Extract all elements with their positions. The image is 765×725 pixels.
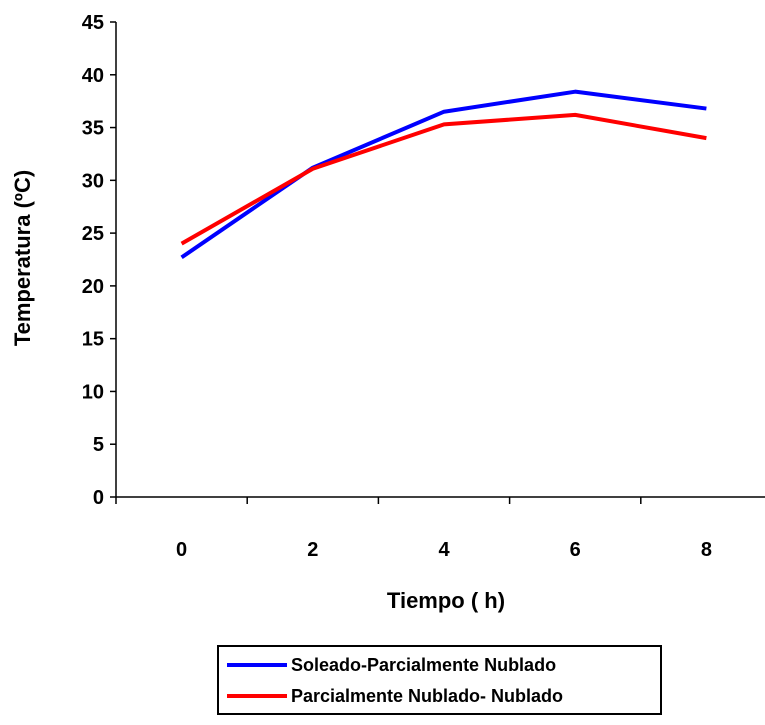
y-tick-label: 25 — [82, 223, 104, 245]
legend-label: Soleado-Parcialmente Nublado — [291, 655, 556, 676]
y-tick-label: 10 — [82, 381, 104, 403]
series-lines — [182, 92, 707, 258]
x-tick-label: 2 — [307, 539, 318, 561]
legend-swatch-red — [227, 694, 287, 698]
y-axis-title: Temperatura (ºC) — [10, 170, 35, 346]
x-tick-label: 6 — [570, 539, 581, 561]
series-line-1 — [182, 92, 707, 258]
series-line-2 — [182, 115, 707, 244]
x-tick-label: 0 — [176, 539, 187, 561]
legend-swatch-blue — [227, 663, 287, 667]
y-tick-label: 40 — [82, 65, 104, 87]
x-tick-label: 4 — [438, 539, 450, 561]
y-tick-label: 35 — [82, 118, 104, 140]
x-axis-ticks: 0 2 4 6 8 — [116, 497, 712, 561]
y-tick-label: 15 — [82, 329, 104, 351]
line-chart: 0 5 10 15 20 25 30 35 40 45 0 2 4 6 8 Tiempo ( h) Tem… — [0, 0, 765, 640]
legend: Soleado-Parcialmente Nublado Parcialment… — [217, 645, 662, 715]
legend-item-series-2: Parcialmente Nublado- Nublado — [227, 681, 563, 711]
y-axis-ticks: 0 5 10 15 20 25 30 35 40 45 — [82, 12, 116, 509]
y-tick-label: 0 — [93, 487, 104, 509]
legend-label: Parcialmente Nublado- Nublado — [291, 686, 563, 707]
x-tick-label: 8 — [701, 539, 712, 561]
y-tick-label: 30 — [82, 170, 104, 192]
x-axis-title: Tiempo ( h) — [387, 588, 505, 613]
y-tick-label: 5 — [93, 434, 104, 456]
y-tick-label: 20 — [82, 276, 104, 298]
legend-item-series-1: Soleado-Parcialmente Nublado — [227, 650, 556, 680]
y-tick-label: 45 — [82, 12, 104, 34]
